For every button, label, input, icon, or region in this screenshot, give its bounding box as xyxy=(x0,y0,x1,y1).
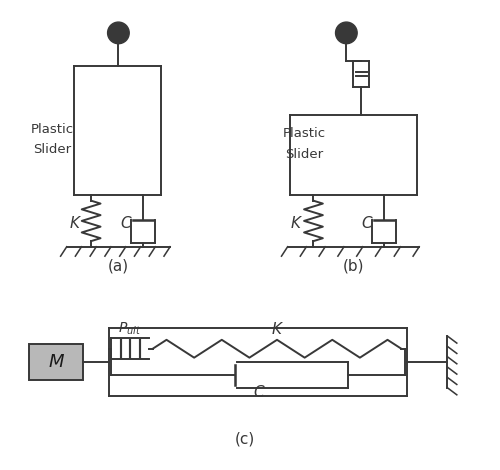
Circle shape xyxy=(108,22,129,44)
Text: K: K xyxy=(272,321,282,337)
Text: K: K xyxy=(70,216,80,231)
FancyBboxPatch shape xyxy=(29,344,83,380)
Text: C: C xyxy=(361,216,372,231)
Text: Slider: Slider xyxy=(285,148,323,161)
Circle shape xyxy=(336,22,357,44)
Text: K: K xyxy=(291,216,301,231)
Text: C: C xyxy=(253,385,264,400)
Text: (c): (c) xyxy=(235,432,256,447)
Text: $P_{ult}$: $P_{ult}$ xyxy=(118,321,142,337)
Text: (b): (b) xyxy=(342,258,364,273)
Text: (a): (a) xyxy=(108,258,129,273)
Text: Slider: Slider xyxy=(34,143,72,156)
Text: Plastic: Plastic xyxy=(31,123,74,136)
Text: C: C xyxy=(120,216,131,231)
Text: Plastic: Plastic xyxy=(282,127,326,141)
Text: M: M xyxy=(48,353,64,371)
